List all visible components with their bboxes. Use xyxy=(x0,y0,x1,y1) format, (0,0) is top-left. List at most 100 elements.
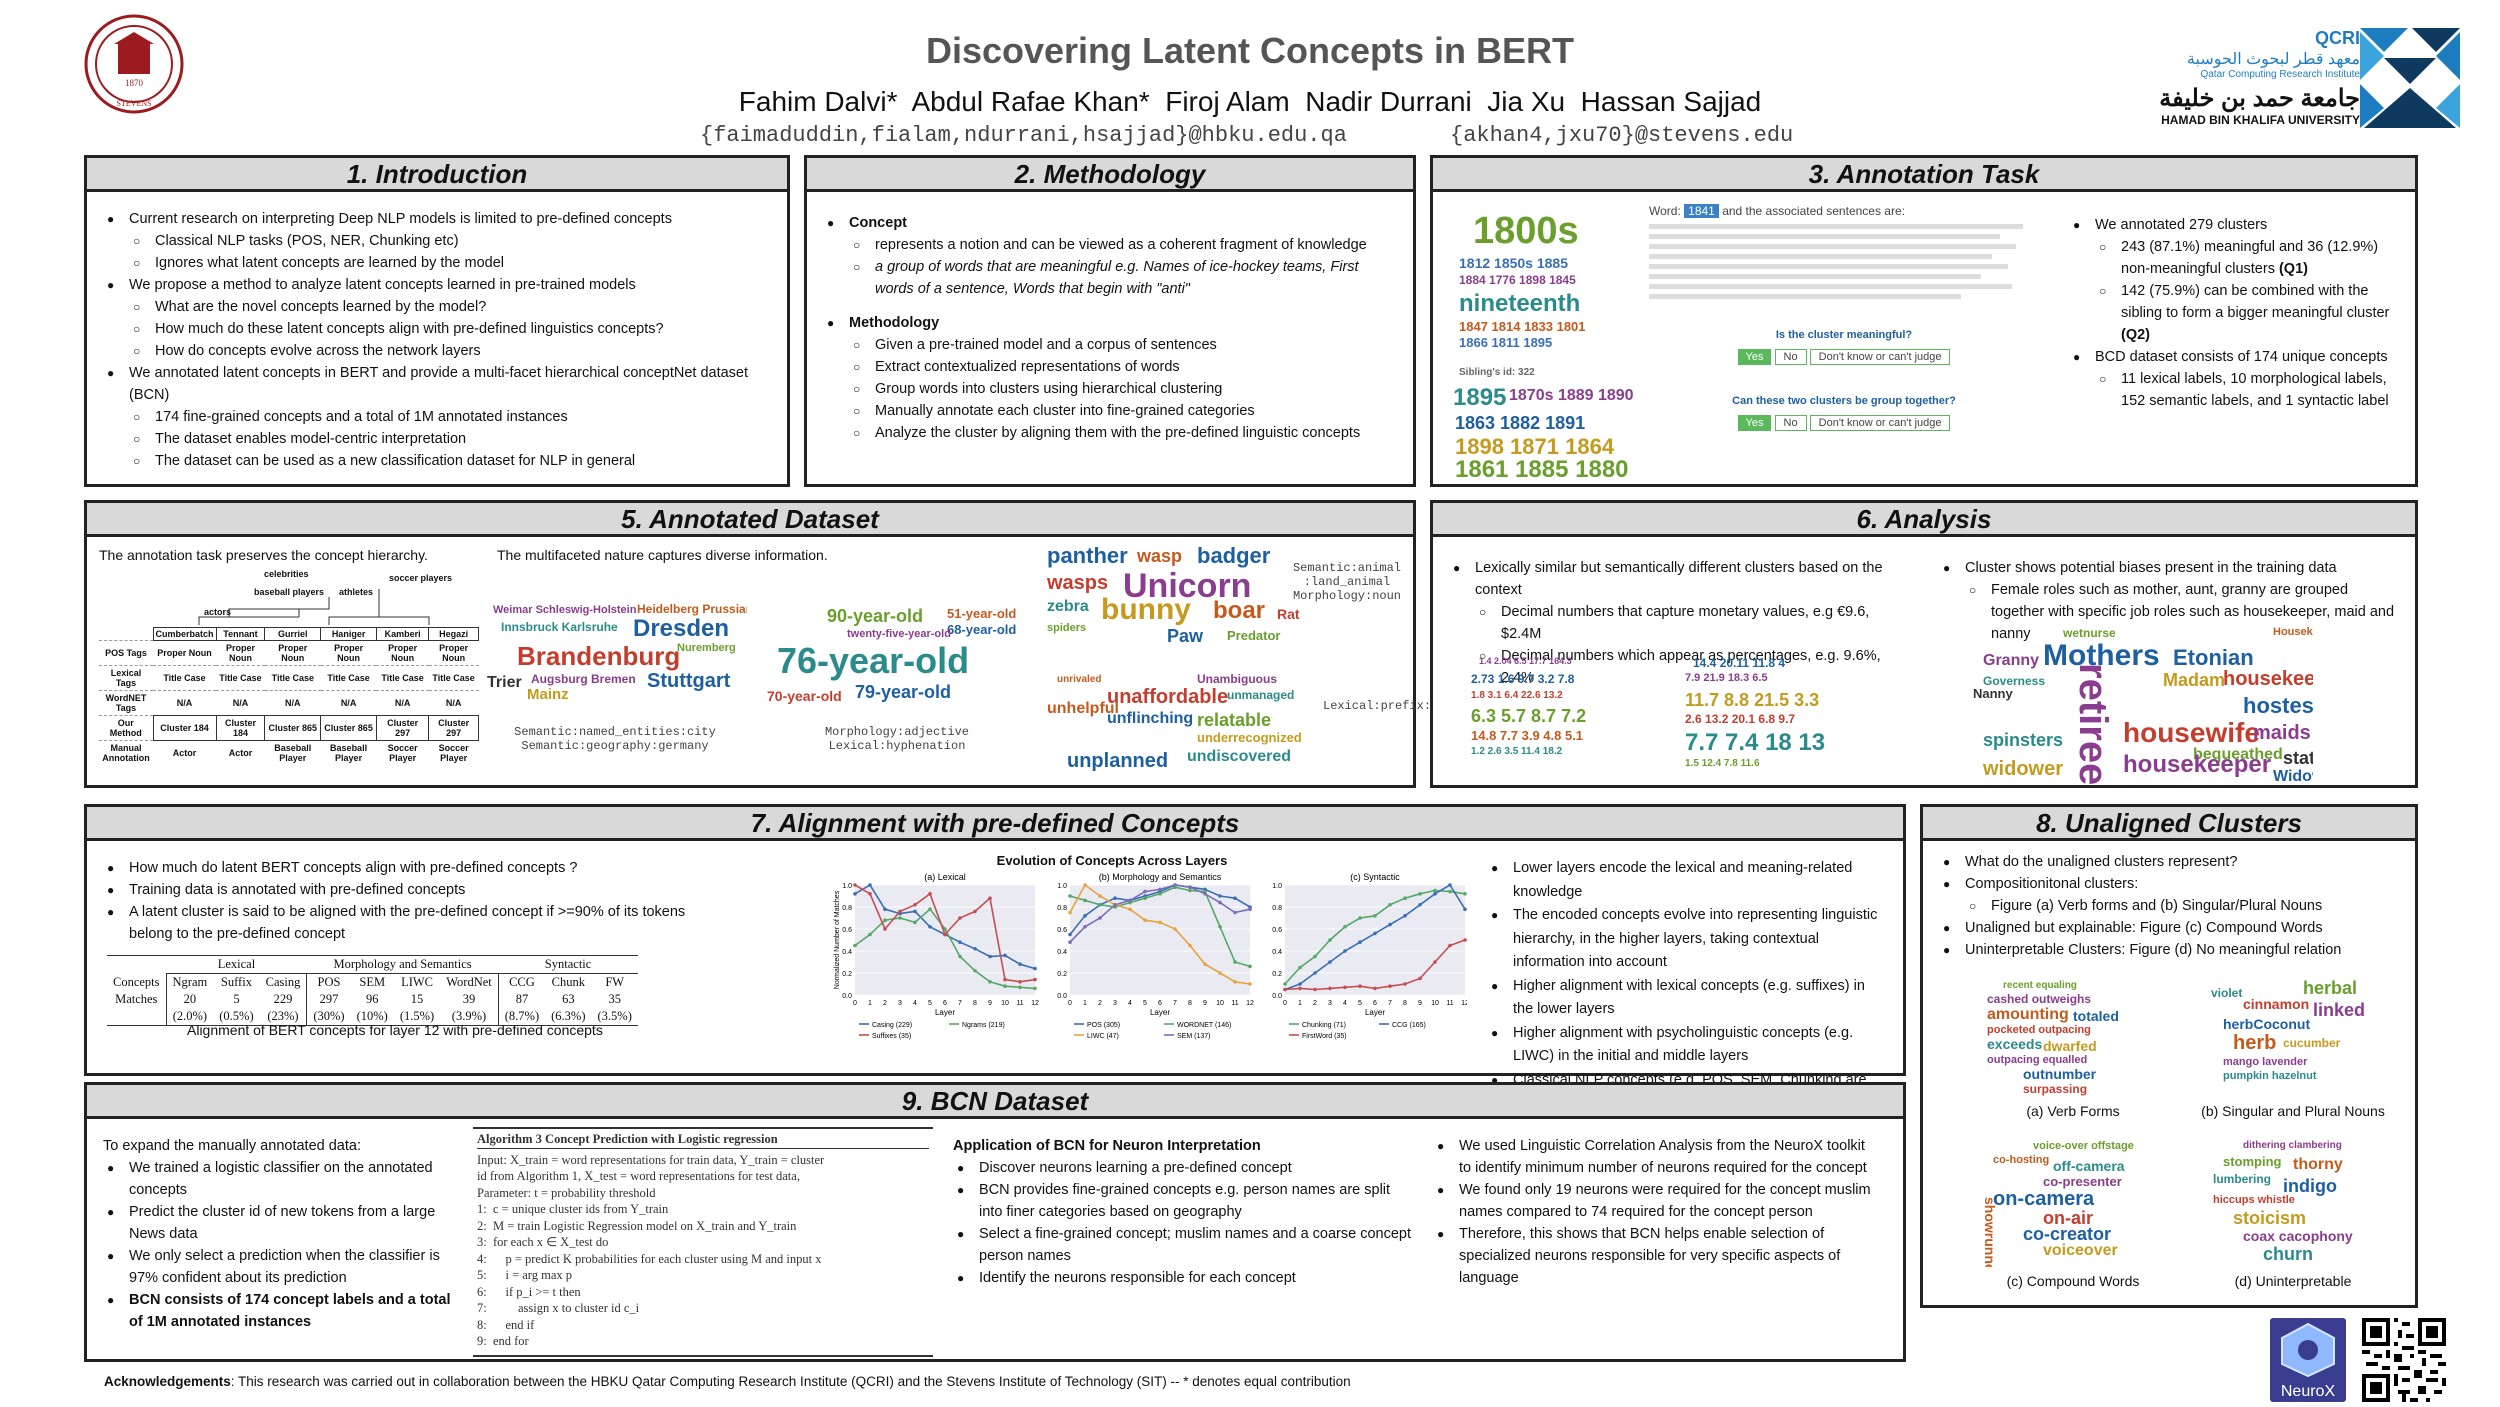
data-point xyxy=(1203,962,1207,966)
dont-know-button[interactable]: Don't know or can't judge xyxy=(1809,415,1951,431)
x-tick-label: 2 xyxy=(883,1000,887,1007)
data-point xyxy=(853,892,857,896)
data-point xyxy=(1373,986,1377,991)
yes-button[interactable]: Yes xyxy=(1737,349,1772,365)
tree-cell: Cluster 184 xyxy=(152,715,217,741)
x-tick-label: 3 xyxy=(1328,1000,1332,1007)
bcn-finding: Therefore, this shows that BCN helps ena… xyxy=(1433,1223,1881,1289)
female-roles-wordcloud: wetnurse Housekeeping Mothers Etonian Gr… xyxy=(1973,626,2313,786)
legend-label: Ngrams (219) xyxy=(962,1022,1005,1029)
tree-cell: Title Case xyxy=(376,665,429,691)
dont-know-button[interactable]: Don't know or can't judge xyxy=(1809,349,1951,365)
annotation-item: 142 (75.9%) can be combined with the sib… xyxy=(2069,280,2397,346)
table-cell: 20 xyxy=(183,992,197,1006)
legend-label: FirstWord (35) xyxy=(1302,1033,1347,1040)
y-tick-label: 0.6 xyxy=(1057,927,1067,934)
table-cell: (2.0%) xyxy=(172,1009,208,1023)
y-tick-label: 0.2 xyxy=(842,971,852,978)
no-button[interactable]: No xyxy=(1774,349,1807,365)
qr-code[interactable] xyxy=(2362,1318,2446,1402)
monetary-numbers-wordcloud: 1.4 2.04 6.5 17.7 164.3 2.73 1.6 9.7 3.2… xyxy=(1471,656,1587,757)
data-point xyxy=(1188,943,1192,948)
chart-title: (c) Syntactic xyxy=(1350,872,1400,882)
x-tick-label: 9 xyxy=(1418,1000,1422,1007)
alignment-finding: Higher alignment with psycholinguistic c… xyxy=(1487,1022,1889,1069)
legend-label: Suffixes (35) xyxy=(872,1033,911,1040)
data-point xyxy=(1358,916,1362,920)
analysis-title: 6. Analysis xyxy=(1433,503,2415,537)
tree-word: Kamberi xyxy=(375,627,430,641)
legend-label: Chunking (71) xyxy=(1302,1022,1346,1029)
prefix-label: Lexical:prefix:un xyxy=(1323,699,1446,713)
data-point xyxy=(1128,907,1132,911)
sibling-id: Sibling's id: 322 xyxy=(1459,367,1535,378)
yes-button[interactable]: Yes xyxy=(1737,415,1772,431)
tree-cell: Soccer Player xyxy=(428,740,479,765)
algorithm-line: 9: end for xyxy=(477,1334,529,1348)
annotation-item: 11 lexical labels, 10 morphological labe… xyxy=(2069,368,2397,412)
geography-label: Semantic:named_entities:city Semantic:ge… xyxy=(514,725,716,753)
compound-words-caption: (c) Compound Words xyxy=(2006,1273,2140,1289)
data-point xyxy=(1388,922,1392,927)
bcn-item: We only select a prediction when the cla… xyxy=(103,1245,451,1289)
data-point xyxy=(1358,940,1362,944)
data-point xyxy=(1083,883,1087,887)
data-point xyxy=(1418,976,1422,981)
table-header-cell: WordNet xyxy=(440,973,499,991)
data-point xyxy=(1328,938,1332,942)
tree-cell: Cluster 297 xyxy=(375,715,430,741)
data-point xyxy=(1068,910,1072,915)
data-point xyxy=(1083,898,1087,903)
data-point xyxy=(1388,903,1392,907)
data-point xyxy=(958,940,962,944)
data-point xyxy=(1298,965,1302,970)
y-tick-label: 0.6 xyxy=(842,927,852,934)
data-point xyxy=(1233,960,1237,964)
qcri-arabic: معهد قطر لبحوث الحوسبة xyxy=(2186,51,2360,68)
x-tick-label: 2 xyxy=(1313,1000,1317,1007)
tree-cell: Soccer Player xyxy=(376,740,429,765)
algorithm-line: 6: if p_i >= t then xyxy=(477,1284,581,1299)
tree-cell: Proper Noun xyxy=(320,640,377,666)
bcn-intro: To expand the manually annotated data: xyxy=(103,1138,361,1154)
table-cell: (3.9%) xyxy=(440,1008,499,1026)
table-header-cell: SEM xyxy=(359,975,386,989)
algorithm-line: 2: M = train Logistic Regression model o… xyxy=(477,1218,797,1233)
alignment-left-list: How much do latent BERT concepts align w… xyxy=(87,847,707,955)
data-point xyxy=(973,909,977,914)
concept-item: represents a notion and can be viewed as… xyxy=(823,234,1397,256)
hierarchy-caption: The annotation task preserves the concep… xyxy=(99,547,428,563)
x-tick-label: 6 xyxy=(1158,1000,1162,1007)
unaligned-title: 8. Unaligned Clusters xyxy=(1923,807,2415,841)
data-point xyxy=(1218,900,1222,905)
data-point xyxy=(1433,892,1437,896)
table-cell: (30%) xyxy=(313,1009,345,1023)
data-point xyxy=(1328,986,1332,991)
algorithm-line: 7: assign x to cluster id c_i xyxy=(477,1301,640,1315)
introduction-item: Current research on interpreting Deep NL… xyxy=(103,208,771,230)
data-point xyxy=(973,969,977,973)
data-point xyxy=(853,943,857,948)
poster-title: Discovering Latent Concepts in BERT xyxy=(925,30,1575,71)
data-point xyxy=(1403,982,1407,986)
algorithm-line: 5: i = arg max p xyxy=(477,1268,573,1282)
data-point xyxy=(928,907,932,911)
table-cell: 15 xyxy=(410,992,424,1006)
qcri-name: QCRI xyxy=(2315,28,2360,48)
x-tick-label: 9 xyxy=(1203,1000,1207,1007)
annotation-item: We annotated 279 clusters xyxy=(2069,214,2397,236)
data-point xyxy=(1218,894,1222,898)
seal-name: STEVENS xyxy=(116,99,151,108)
x-tick-label: 10 xyxy=(1431,1000,1439,1007)
uninterpretable-wordcloud: dithering clambering stomping thorny lum… xyxy=(2213,1140,2353,1264)
tree-cell: Proper Noun xyxy=(428,640,479,666)
methodology-item: Analyze the cluster by aligning them wit… xyxy=(823,422,1397,444)
data-point xyxy=(1033,977,1037,982)
tree-row-header: Our Method xyxy=(99,715,153,741)
table-header-cell: Suffix xyxy=(220,975,252,989)
word-tag: 1841 xyxy=(1684,204,1719,218)
algorithm-line: 1: c = unique cluster ids from Y_train xyxy=(477,1202,669,1216)
no-button[interactable]: No xyxy=(1774,415,1807,431)
tree-cell: N/A xyxy=(320,690,377,716)
prefix-wordcloud: unrivaled Unambiguous unaffordable unman… xyxy=(1047,672,1302,772)
